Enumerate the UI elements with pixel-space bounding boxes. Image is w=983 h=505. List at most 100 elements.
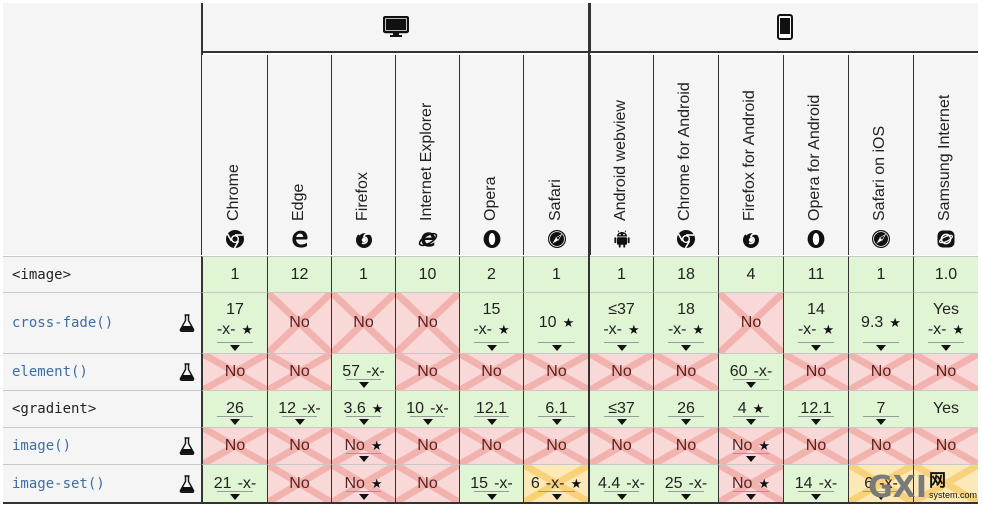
support-cell[interactable]: 10 ★ (523, 292, 589, 353)
support-cell[interactable]: 21 -x- (201, 464, 267, 502)
expand-notes-caret-icon[interactable] (681, 494, 691, 500)
expand-notes-caret-icon[interactable] (230, 494, 240, 500)
expand-notes-caret-icon[interactable] (422, 419, 433, 425)
desktop-monitor-icon (383, 16, 409, 37)
support-cell[interactable]: 6 -x- ★ (523, 464, 589, 502)
support-value: 15 -x- (470, 474, 512, 494)
feature-row-label[interactable]: cross-fade() (3, 292, 201, 353)
support-cell[interactable]: 7 (848, 390, 913, 427)
support-cell[interactable]: 12 -x- (267, 390, 331, 427)
support-cell[interactable]: 25 -x- (653, 464, 718, 502)
expand-notes-caret-icon[interactable] (230, 419, 240, 425)
version-text: 26 (226, 400, 244, 417)
note-underline (346, 491, 381, 492)
version-text: 1.0 (934, 265, 958, 283)
note-star-icon: ★ (628, 322, 640, 337)
expand-notes-caret-icon[interactable] (486, 345, 497, 351)
support-value: 1 (359, 265, 368, 285)
support-value: 15 -x- ★ (473, 300, 509, 340)
support-cell[interactable]: 26 (201, 390, 267, 427)
expand-notes-caret-icon[interactable] (358, 382, 369, 388)
expand-notes-caret-icon[interactable] (616, 419, 627, 425)
support-cell[interactable]: 6.1 (523, 390, 589, 427)
support-cell[interactable]: 3.6 ★ (331, 390, 395, 427)
expand-notes-caret-icon[interactable] (876, 494, 886, 500)
support-cell: No (267, 292, 331, 353)
expand-notes-caret-icon[interactable] (746, 456, 756, 462)
support-cell[interactable]: 14 -x- (783, 464, 848, 502)
expand-notes-caret-icon[interactable] (811, 419, 821, 425)
support-cell[interactable]: 4.4 -x- (589, 464, 653, 502)
support-cell[interactable]: No ★ (718, 427, 783, 464)
expand-notes-caret-icon[interactable] (358, 456, 369, 462)
support-cell[interactable]: 12.1 (459, 390, 523, 427)
version-text: ≤37 (608, 301, 635, 318)
version-text: No (805, 437, 827, 454)
browser-name: Opera (481, 176, 499, 221)
support-cell[interactable]: 14 -x- ★ (783, 292, 848, 353)
expand-notes-caret-icon[interactable] (746, 382, 756, 388)
feature-name[interactable]: element() (12, 364, 88, 380)
unsupported-cross-mark (524, 428, 589, 464)
expand-notes-caret-icon[interactable] (358, 494, 369, 500)
support-value: Yes -x- ★ (928, 300, 964, 340)
support-cell[interactable]: 60 -x- (718, 353, 783, 390)
expand-notes-caret-icon[interactable] (746, 494, 756, 500)
support-cell[interactable]: 17 -x- ★ (201, 292, 267, 353)
support-value: 12 -x- (278, 399, 320, 419)
expand-notes-caret-icon[interactable] (811, 345, 821, 351)
support-cell: No (395, 427, 459, 464)
support-cell[interactable]: 6 -x- (848, 464, 913, 502)
expand-notes-caret-icon[interactable] (681, 419, 691, 425)
unsupported-cross-mark (654, 428, 718, 464)
version-text: 21 (213, 474, 232, 492)
expand-notes-caret-icon[interactable] (551, 345, 562, 351)
support-cell[interactable]: 15 -x- (459, 464, 523, 502)
expand-notes-caret-icon[interactable] (358, 419, 369, 425)
note-underline (282, 416, 317, 417)
expand-notes-caret-icon[interactable] (551, 494, 562, 500)
support-cell[interactable]: 4 ★ (718, 390, 783, 427)
expand-notes-caret-icon[interactable] (551, 419, 562, 425)
support-cell: No (783, 353, 848, 390)
feature-name[interactable]: image() (12, 438, 72, 454)
support-cell[interactable]: No ★ (331, 464, 395, 502)
support-cell[interactable]: No ★ (718, 464, 783, 502)
support-cell[interactable]: 26 (653, 390, 718, 427)
feature-row-label[interactable]: element() (3, 353, 201, 390)
support-cell[interactable]: ≤37 -x- ★ (589, 292, 653, 353)
expand-notes-caret-icon[interactable] (681, 345, 691, 351)
expand-notes-caret-icon[interactable] (616, 494, 627, 500)
expand-notes-caret-icon[interactable] (230, 345, 240, 351)
support-cell[interactable]: ≤37 (589, 390, 653, 427)
browser-name: Chrome (224, 164, 242, 221)
support-cell[interactable]: 9.3 ★ (848, 292, 913, 353)
support-cell[interactable]: 15 -x- ★ (459, 292, 523, 353)
feature-row-label[interactable]: image-set() (3, 464, 201, 502)
firefox-icon (354, 229, 374, 249)
support-cell[interactable]: No ★ (331, 427, 395, 464)
expand-notes-caret-icon[interactable] (486, 419, 497, 425)
feature-name[interactable]: cross-fade() (12, 315, 114, 331)
feature-row-label[interactable]: image() (3, 427, 201, 464)
expand-notes-caret-icon[interactable] (876, 345, 886, 351)
expand-notes-caret-icon[interactable] (876, 419, 886, 425)
support-value: No ★ (344, 474, 382, 494)
expand-notes-caret-icon[interactable] (294, 419, 305, 425)
support-value: No (289, 436, 309, 456)
support-value: 26 (677, 399, 695, 419)
expand-notes-caret-icon[interactable] (616, 345, 627, 351)
support-cell[interactable]: 57 -x- (331, 353, 395, 390)
expand-notes-caret-icon[interactable] (746, 419, 756, 425)
watermark-cn: 网 (928, 471, 946, 490)
feature-name[interactable]: image-set() (12, 475, 105, 492)
version-text: 10 (406, 400, 425, 417)
support-cell[interactable]: 12.1 (783, 390, 848, 427)
support-cell[interactable]: 18 -x- ★ (653, 292, 718, 353)
support-cell[interactable]: 10 -x- (395, 390, 459, 427)
browser-name: Samsung Internet (936, 94, 953, 221)
expand-notes-caret-icon[interactable] (941, 345, 951, 351)
expand-notes-caret-icon[interactable] (811, 494, 821, 500)
expand-notes-caret-icon[interactable] (486, 494, 497, 500)
support-cell[interactable]: Yes -x- ★ (913, 292, 978, 353)
